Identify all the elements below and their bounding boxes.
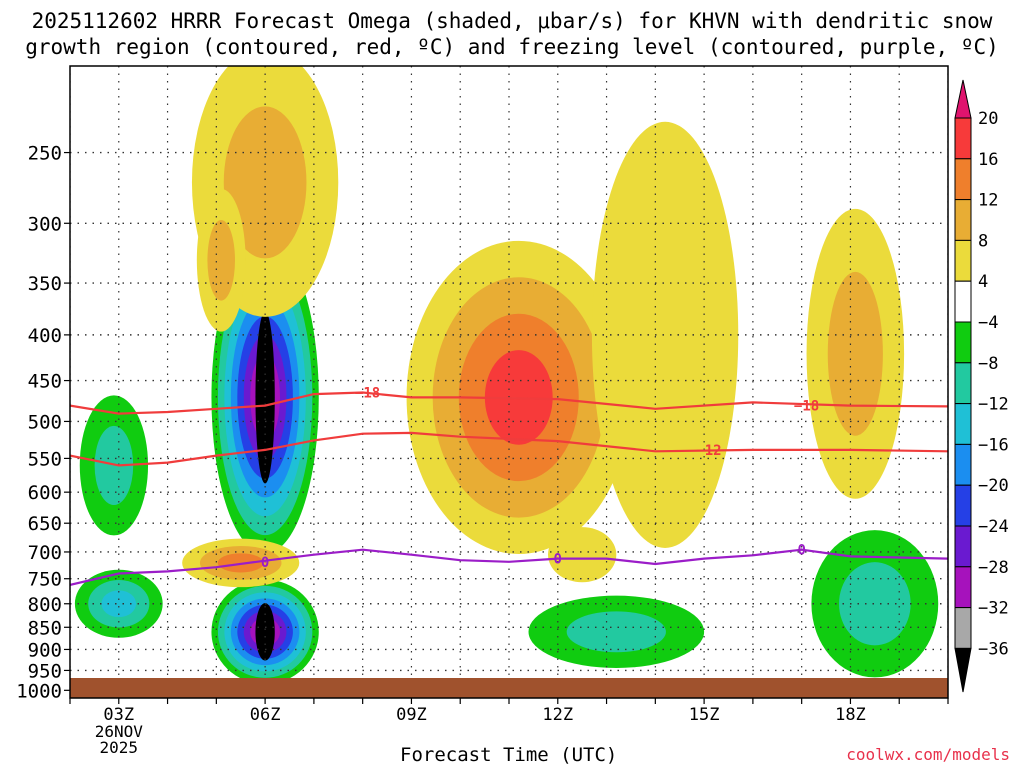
title-line-2: growth region (contoured, red, ºC) and f…: [25, 35, 999, 59]
x-axis-label: Forecast Time (UTC): [400, 744, 618, 766]
contour-label-0: −18: [355, 385, 380, 401]
colorbar-top-arrow: [954, 79, 972, 119]
y-tick-label-500: 500: [28, 411, 62, 433]
y-tick-label-1000: 1000: [16, 680, 62, 702]
chart-title: 2025112602 HRRR Forecast Omega (shaded, …: [0, 8, 1024, 60]
omega-region-11-level-1: [207, 219, 235, 301]
y-tick-label-550: 550: [28, 448, 62, 470]
y-tick-label-850: 850: [28, 617, 62, 639]
x-tick-label-15Z: 15Z: [689, 705, 720, 725]
y-tick-label-350: 350: [28, 273, 62, 295]
colorbar-bottom-arrow: [954, 647, 972, 693]
omega-region-1-core: [255, 603, 275, 661]
colorbar-label-1: 16: [978, 150, 998, 170]
colorbar-box-3: [954, 199, 972, 241]
colorbar-label-5: −4: [978, 313, 998, 333]
x-tick-label-12Z: 12Z: [542, 705, 573, 725]
y-tick-label-400: 400: [28, 325, 62, 347]
y-tick-label-450: 450: [28, 371, 62, 393]
freezing-level-contour: [70, 548, 948, 586]
colorbar-label-6: −8: [978, 354, 998, 374]
x-tick-label-09Z: 09Z: [396, 705, 427, 725]
colorbar-label-4: 4: [978, 272, 988, 292]
colorbar-box-7: [954, 362, 972, 405]
x-tick-label-06Z: 06Z: [250, 705, 281, 725]
y-tick-label-250: 250: [28, 143, 62, 165]
colorbar-label-8: −16: [978, 435, 1009, 455]
colorbar-box-13: [954, 607, 972, 649]
colorbar-box-2: [954, 158, 972, 201]
ground-bar: [70, 678, 948, 698]
credit-text: coolwx.com/models: [846, 745, 1010, 764]
x-tick-sublabel-1: 2025: [100, 738, 139, 757]
title-line-1: 2025112602 HRRR Forecast Omega (shaded, …: [31, 9, 993, 33]
colorbar-label-2: 12: [978, 191, 998, 211]
colorbar-box-5: [954, 280, 972, 323]
y-tick-label-800: 800: [28, 594, 62, 616]
omega-region-9-level-1: [827, 271, 883, 436]
omega-region-5-level-1: [223, 106, 307, 259]
contour-label-2: −12: [696, 443, 721, 459]
colorbar-box-4: [954, 239, 972, 282]
y-tick-label-700: 700: [28, 542, 62, 564]
x-tick-label-18Z: 18Z: [835, 705, 866, 725]
omega-region-7-level-1: [566, 611, 666, 653]
colorbar-label-9: −20: [978, 476, 1009, 496]
contour-label-3: 0: [554, 552, 562, 568]
contour-label-4: 0: [797, 543, 805, 559]
x-tick-label-03Z: 03Z: [103, 705, 134, 725]
y-tick-label-300: 300: [28, 213, 62, 235]
omega-region-8-level-1: [838, 562, 911, 646]
colorbar-label-13: −36: [978, 639, 1009, 659]
colorbar-label-10: −24: [978, 517, 1009, 537]
y-tick-label-900: 900: [28, 639, 62, 661]
colorbar-label-7: −12: [978, 395, 1009, 415]
y-tick-label-650: 650: [28, 513, 62, 535]
colorbar-box-1: [954, 117, 972, 160]
colorbar-label-11: −28: [978, 558, 1009, 578]
colorbar-box-12: [954, 566, 972, 609]
y-tick-label-750: 750: [28, 569, 62, 591]
omega-region-10-level-0: [591, 121, 739, 548]
colorbar-box-8: [954, 403, 972, 445]
omega-region-12-level-0: [548, 527, 617, 583]
dgz-minus12-contour: [70, 431, 948, 467]
y-tick-label-950: 950: [28, 660, 62, 682]
dgz-minus18-contour: [70, 391, 948, 415]
omega-region-2-level-2: [101, 590, 137, 618]
contour-label-1: −18: [794, 399, 819, 415]
y-tick-label-600: 600: [28, 482, 62, 504]
colorbar-label-12: −32: [978, 599, 1009, 619]
contour-label-5: 0: [261, 555, 269, 571]
colorbar-box-11: [954, 525, 972, 568]
colorbar-box-9: [954, 443, 972, 486]
x-tick-sublabel-0: 26NOV: [95, 722, 144, 741]
colorbar-label-3: 8: [978, 231, 988, 251]
colorbar-box-10: [954, 484, 972, 527]
colorbar-box-6: [954, 321, 972, 364]
colorbar-label-0: 20: [978, 109, 998, 129]
